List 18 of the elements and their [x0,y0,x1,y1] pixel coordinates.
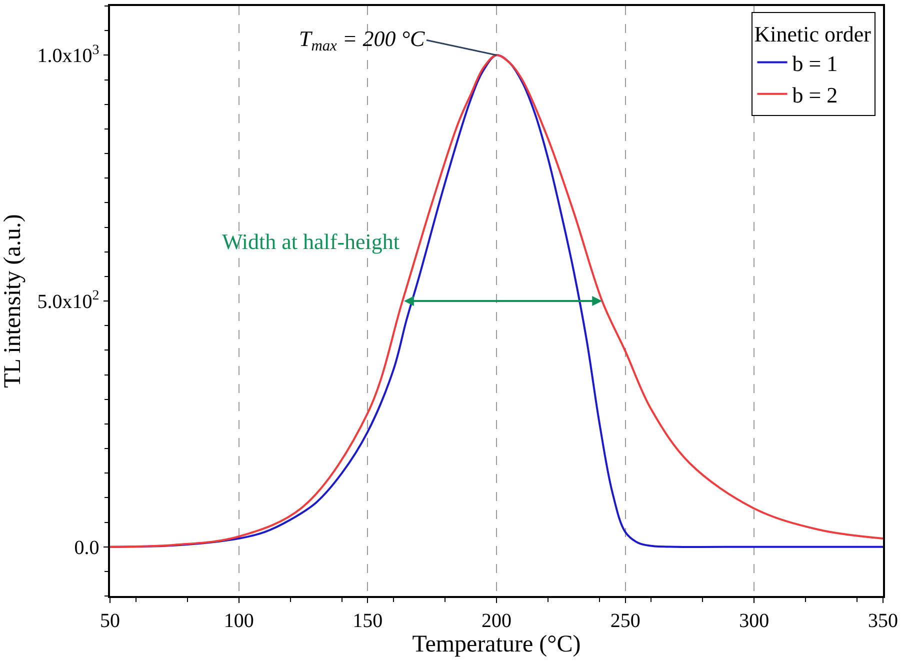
x-axis-title: Temperature (°C) [412,632,581,658]
legend-label: b = 1 [792,50,838,76]
x-tick-label: 250 [610,610,640,632]
annotation: Width at half-height [222,229,400,254]
y-tick-label: 1.0x10$^{3}$ [37,42,100,68]
y-tick-label: 5.0x10$^{2}$ [37,288,100,313]
line-series [110,54,883,548]
x-tick-label: 150 [352,610,383,632]
x-tick-label: 200 [482,610,512,632]
annotation: T$_{max}$ = 200 °C [299,26,426,55]
x-tick-label: 300 [739,610,770,632]
x-tick-label: 50 [100,610,120,632]
legend-label: b = 2 [792,82,838,108]
legend-title: Kinetic order [754,22,872,46]
y-axis-title: TL intensity (a.u.) [0,214,26,388]
x-tick-label: 100 [224,610,254,632]
x-tick-label: 350 [868,610,898,632]
y-tick-label: 0.0 [74,536,100,559]
